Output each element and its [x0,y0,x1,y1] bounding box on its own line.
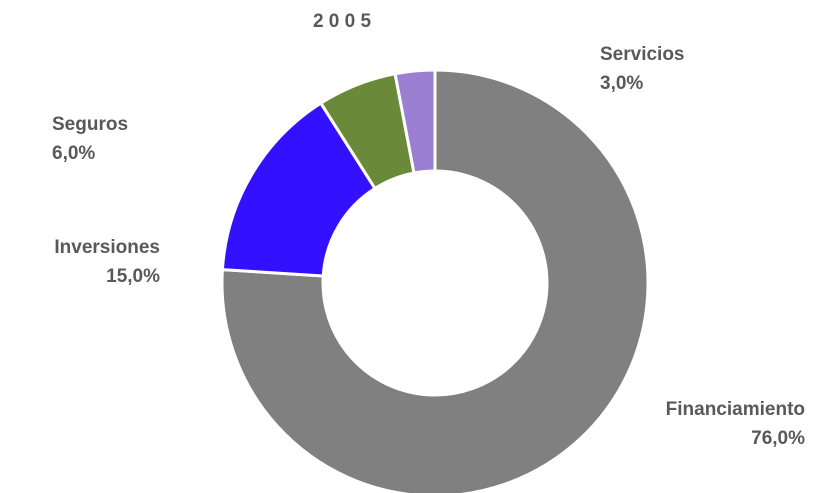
slice-label: Inversiones [54,237,160,258]
slice-value-label: 15,0% [106,266,160,287]
slice-label: Seguros [52,114,128,135]
slice-value-label: 3,0% [600,73,643,94]
slice-label: Servicios [600,44,685,65]
slice-value-label: 6,0% [52,143,95,164]
donut-slice [220,101,378,278]
slice-value-label: 76,0% [751,428,805,449]
donut-slice [220,68,650,493]
slice-label: Financiamiento [666,399,805,420]
donut-slice [393,68,437,175]
chart-title: 2 0 0 5 [313,11,372,32]
